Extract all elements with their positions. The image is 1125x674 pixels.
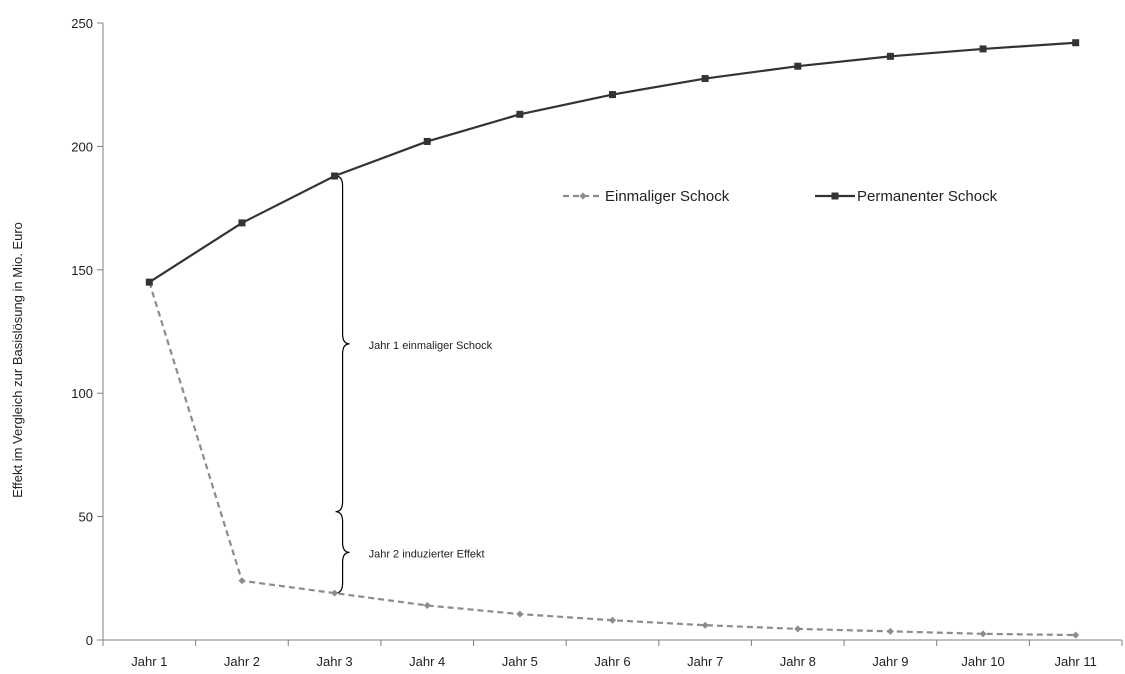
x-tick-label: Jahr 7 xyxy=(687,654,723,669)
series-line-einmaliger-schock xyxy=(148,281,1076,637)
data-point-square xyxy=(423,137,431,145)
data-point-diamond xyxy=(609,616,616,624)
x-tick-label: Jahr 10 xyxy=(961,654,1004,669)
data-point-square xyxy=(145,278,153,286)
data-point-square xyxy=(886,52,894,60)
annotation-brace xyxy=(335,511,350,594)
data-point-diamond xyxy=(1072,631,1080,639)
data-point-square xyxy=(516,110,524,118)
data-point-square xyxy=(979,45,987,53)
legend-marker-diamond xyxy=(579,192,587,200)
data-point-diamond xyxy=(331,589,339,597)
y-tick-label: 250 xyxy=(71,16,93,31)
y-tick-label: 150 xyxy=(71,263,93,278)
tick-labels: 0 50 100 150 200 250 Jahr 1 Jahr 2 Jahr 3 Jahr 4 J… xyxy=(71,16,1097,669)
annotation-label: Jahr 1 einmaliger Schock xyxy=(369,340,493,352)
y-tick-label: 0 xyxy=(86,633,93,648)
data-point-diamond xyxy=(979,630,987,638)
legend: Einmaliger Schock Permanenter Schock xyxy=(563,188,998,205)
data-point-square xyxy=(701,75,709,83)
x-tick-label: Jahr 3 xyxy=(317,654,353,669)
x-tick-label: Jahr 11 xyxy=(1054,654,1096,669)
x-tick-label: Jahr 5 xyxy=(502,654,538,669)
data-point-square xyxy=(238,219,246,227)
data-point-square xyxy=(794,62,802,70)
axes xyxy=(97,22,1123,646)
series-line-permanenter-schock xyxy=(148,41,1076,284)
legend-label: Permanenter Schock xyxy=(857,188,998,205)
x-tick-label: Jahr 8 xyxy=(780,654,816,669)
data-point-diamond xyxy=(423,601,431,609)
data-point-square xyxy=(1072,39,1080,47)
x-tick-label: Jahr 9 xyxy=(872,654,908,669)
legend-label: Einmaliger Schock xyxy=(605,188,730,205)
annotation-brace xyxy=(335,175,350,513)
x-tick-label: Jahr 4 xyxy=(409,654,445,669)
y-axis-title: Effekt im Vergleich zur Basislösung in M… xyxy=(10,222,25,498)
data-point-diamond xyxy=(794,625,802,633)
series-layer xyxy=(145,39,1080,639)
data-point-diamond xyxy=(238,577,246,585)
x-tick-label: Jahr 6 xyxy=(594,654,630,669)
x-tick-label: Jahr 2 xyxy=(224,654,260,669)
y-tick-label: 100 xyxy=(71,386,93,401)
data-point-diamond xyxy=(516,610,524,618)
x-tick-label: Jahr 1 xyxy=(131,654,167,669)
data-point-diamond xyxy=(701,621,709,629)
data-point-diamond xyxy=(886,627,894,635)
data-point-square xyxy=(609,91,616,99)
legend-marker-square xyxy=(831,192,839,200)
y-tick-label: 200 xyxy=(71,139,93,154)
annotations: Jahr 1 einmaliger Schock Jahr 2 induziert… xyxy=(335,175,493,594)
y-tick-label: 50 xyxy=(79,510,93,525)
data-point-square xyxy=(331,172,339,180)
annotation-label: Jahr 2 induzierter Effekt xyxy=(369,548,485,560)
